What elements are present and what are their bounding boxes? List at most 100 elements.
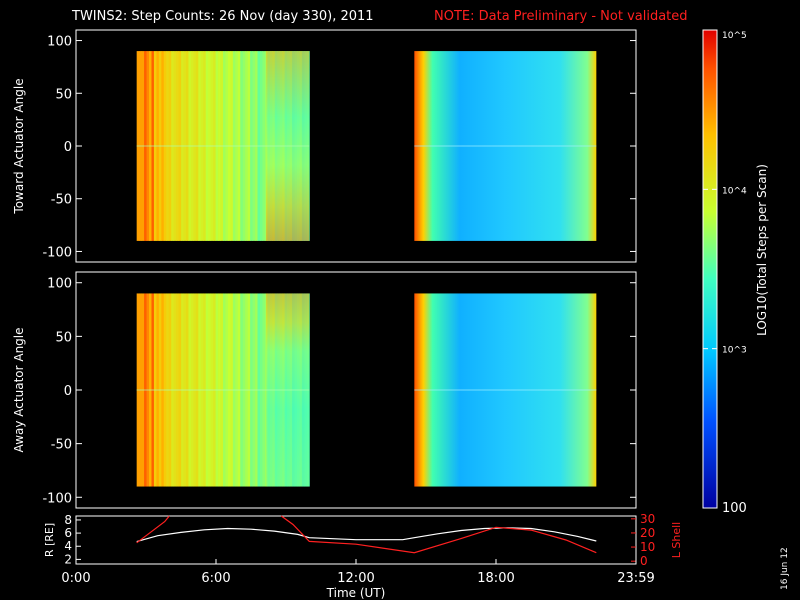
- heatmap-stripe: [149, 293, 152, 487]
- colorbar: 100 10^3 10^4 10^5 LOG10(Total Steps per Sc…: [702, 29, 769, 516]
- heatmap-stripe: [195, 51, 199, 241]
- heatmap-stripe: [193, 293, 197, 487]
- heatmap-stripe: [210, 293, 214, 487]
- heatmap-stripe: [230, 51, 234, 241]
- heatmap-stripe: [161, 51, 165, 241]
- y-tick-label: -100: [42, 491, 72, 506]
- y-tick-label: 8: [64, 513, 72, 527]
- y-tick-label: 50: [55, 330, 72, 345]
- heatmap-stripe: [181, 293, 184, 487]
- heatmap-stripe: [218, 51, 221, 241]
- y-tick-label: 4: [64, 539, 72, 553]
- heatmap-stripe: [225, 51, 229, 241]
- heatmap-stripe: [250, 51, 253, 241]
- heatmap-stripe: [173, 293, 177, 487]
- heatmap-stripe: [247, 293, 251, 487]
- date-stamp: 16 Jun 12: [780, 547, 790, 590]
- lshell-line-segment: [280, 515, 597, 554]
- heatmap-stripe: [144, 293, 147, 487]
- heatmap-stripe: [146, 51, 150, 241]
- x-tick-label: 0:00: [61, 571, 90, 586]
- heatmap-stripe: [156, 293, 160, 487]
- heatmap-stripe: [242, 293, 246, 487]
- heatmap-stripe: [141, 51, 145, 241]
- y-tick-label: 30: [640, 512, 655, 526]
- heatmap-stripe: [158, 293, 162, 487]
- heatmap-stripe: [186, 293, 189, 487]
- heatmap-stripe: [213, 293, 216, 487]
- heatmap-stripe: [242, 51, 246, 241]
- y-tick-label: 2: [64, 552, 72, 566]
- heatmap-stripe: [223, 51, 226, 241]
- orbit-right-ylabel: L Shell: [670, 522, 683, 558]
- colorbar-tick-label: 10^5: [722, 31, 747, 41]
- orbit-x-axis: 0:00 6:00 12:00 18:00 23:59: [61, 559, 655, 586]
- heatmap-stripe: [149, 51, 152, 241]
- heatmap-stripe: [153, 51, 157, 241]
- heatmap-stripe: [245, 51, 249, 241]
- heatmap-stripe: [205, 293, 209, 487]
- heatmap-stripe: [230, 293, 234, 487]
- colorbar-label: LOG10(Total Steps per Scan): [755, 164, 769, 336]
- x-tick-label: 12:00: [337, 571, 374, 586]
- heatmap-block: [414, 51, 597, 241]
- heatmap-stripe: [183, 51, 187, 241]
- heatmap-stripe: [190, 51, 194, 241]
- heatmap-stripe: [232, 51, 236, 241]
- heatmap-stripe: [227, 293, 231, 487]
- heatmap-stripe: [151, 293, 155, 487]
- heatmap-block: [414, 293, 597, 487]
- heatmap-stripe: [200, 293, 204, 487]
- x-tick-label: 6:00: [201, 571, 230, 586]
- heatmap-stripe: [257, 51, 261, 241]
- y-tick-label: 0: [64, 140, 72, 155]
- heatmap-stripe: [198, 293, 202, 487]
- heatmap-stripe: [168, 293, 172, 487]
- colorbar-tick-label: 10^4: [722, 186, 747, 196]
- heatmap-stripe: [213, 51, 216, 241]
- away-y-axis: 100 50 0 -50 -100: [42, 277, 636, 506]
- y-tick-label: 10: [640, 540, 655, 554]
- heatmap-stripe: [193, 51, 197, 241]
- heatmap-stripe: [210, 51, 214, 241]
- y-tick-label: 100: [47, 277, 72, 292]
- colorbar-tick-label: 10^3: [722, 346, 747, 356]
- heatmap-stripe: [186, 51, 189, 241]
- heatmap-stripe: [163, 51, 167, 241]
- heatmap-stripe: [181, 51, 184, 241]
- heatmap-stripe: [156, 51, 160, 241]
- toward-y-axis: 100 50 0 -50 -100: [42, 35, 636, 260]
- colorbar-gradient: [702, 29, 718, 509]
- heatmap-stripe: [153, 293, 157, 487]
- heatmap-stripe: [176, 293, 179, 487]
- preliminary-note: NOTE: Data Preliminary - Not validated: [434, 9, 688, 24]
- lshell-line-segment: [136, 515, 170, 544]
- heatmap-stripe: [260, 293, 263, 487]
- lshell-lines: [136, 515, 597, 554]
- heatmap-stripe: [208, 293, 212, 487]
- y-tick-label: 50: [55, 87, 72, 102]
- heatmap-stripe: [183, 293, 187, 487]
- y-tick-label: 0: [64, 384, 72, 399]
- heatmap-stripe: [136, 51, 140, 241]
- heatmap-stripe: [237, 51, 241, 241]
- heatmap-stripe: [171, 293, 175, 487]
- x-tick-label: 23:59: [617, 571, 654, 586]
- heatmap-overlay: [266, 293, 310, 487]
- heatmap-stripe: [220, 293, 224, 487]
- y-tick-label: -50: [51, 193, 72, 208]
- y-tick-label: 20: [640, 526, 655, 540]
- colorbar-tick-label: 100: [722, 501, 747, 516]
- heatmap-stripe: [173, 51, 177, 241]
- away-ylabel: Away Actuator Angle: [12, 327, 26, 452]
- heatmap-stripe: [255, 293, 258, 487]
- heatmap-stripe: [144, 51, 147, 241]
- heatmap-stripe: [139, 293, 142, 487]
- heatmap-stripe: [190, 293, 194, 487]
- heatmap-stripe: [166, 51, 170, 241]
- heatmap-stripe: [136, 293, 140, 487]
- heatmap-stripe: [252, 51, 256, 241]
- heatmap-stripe: [247, 51, 251, 241]
